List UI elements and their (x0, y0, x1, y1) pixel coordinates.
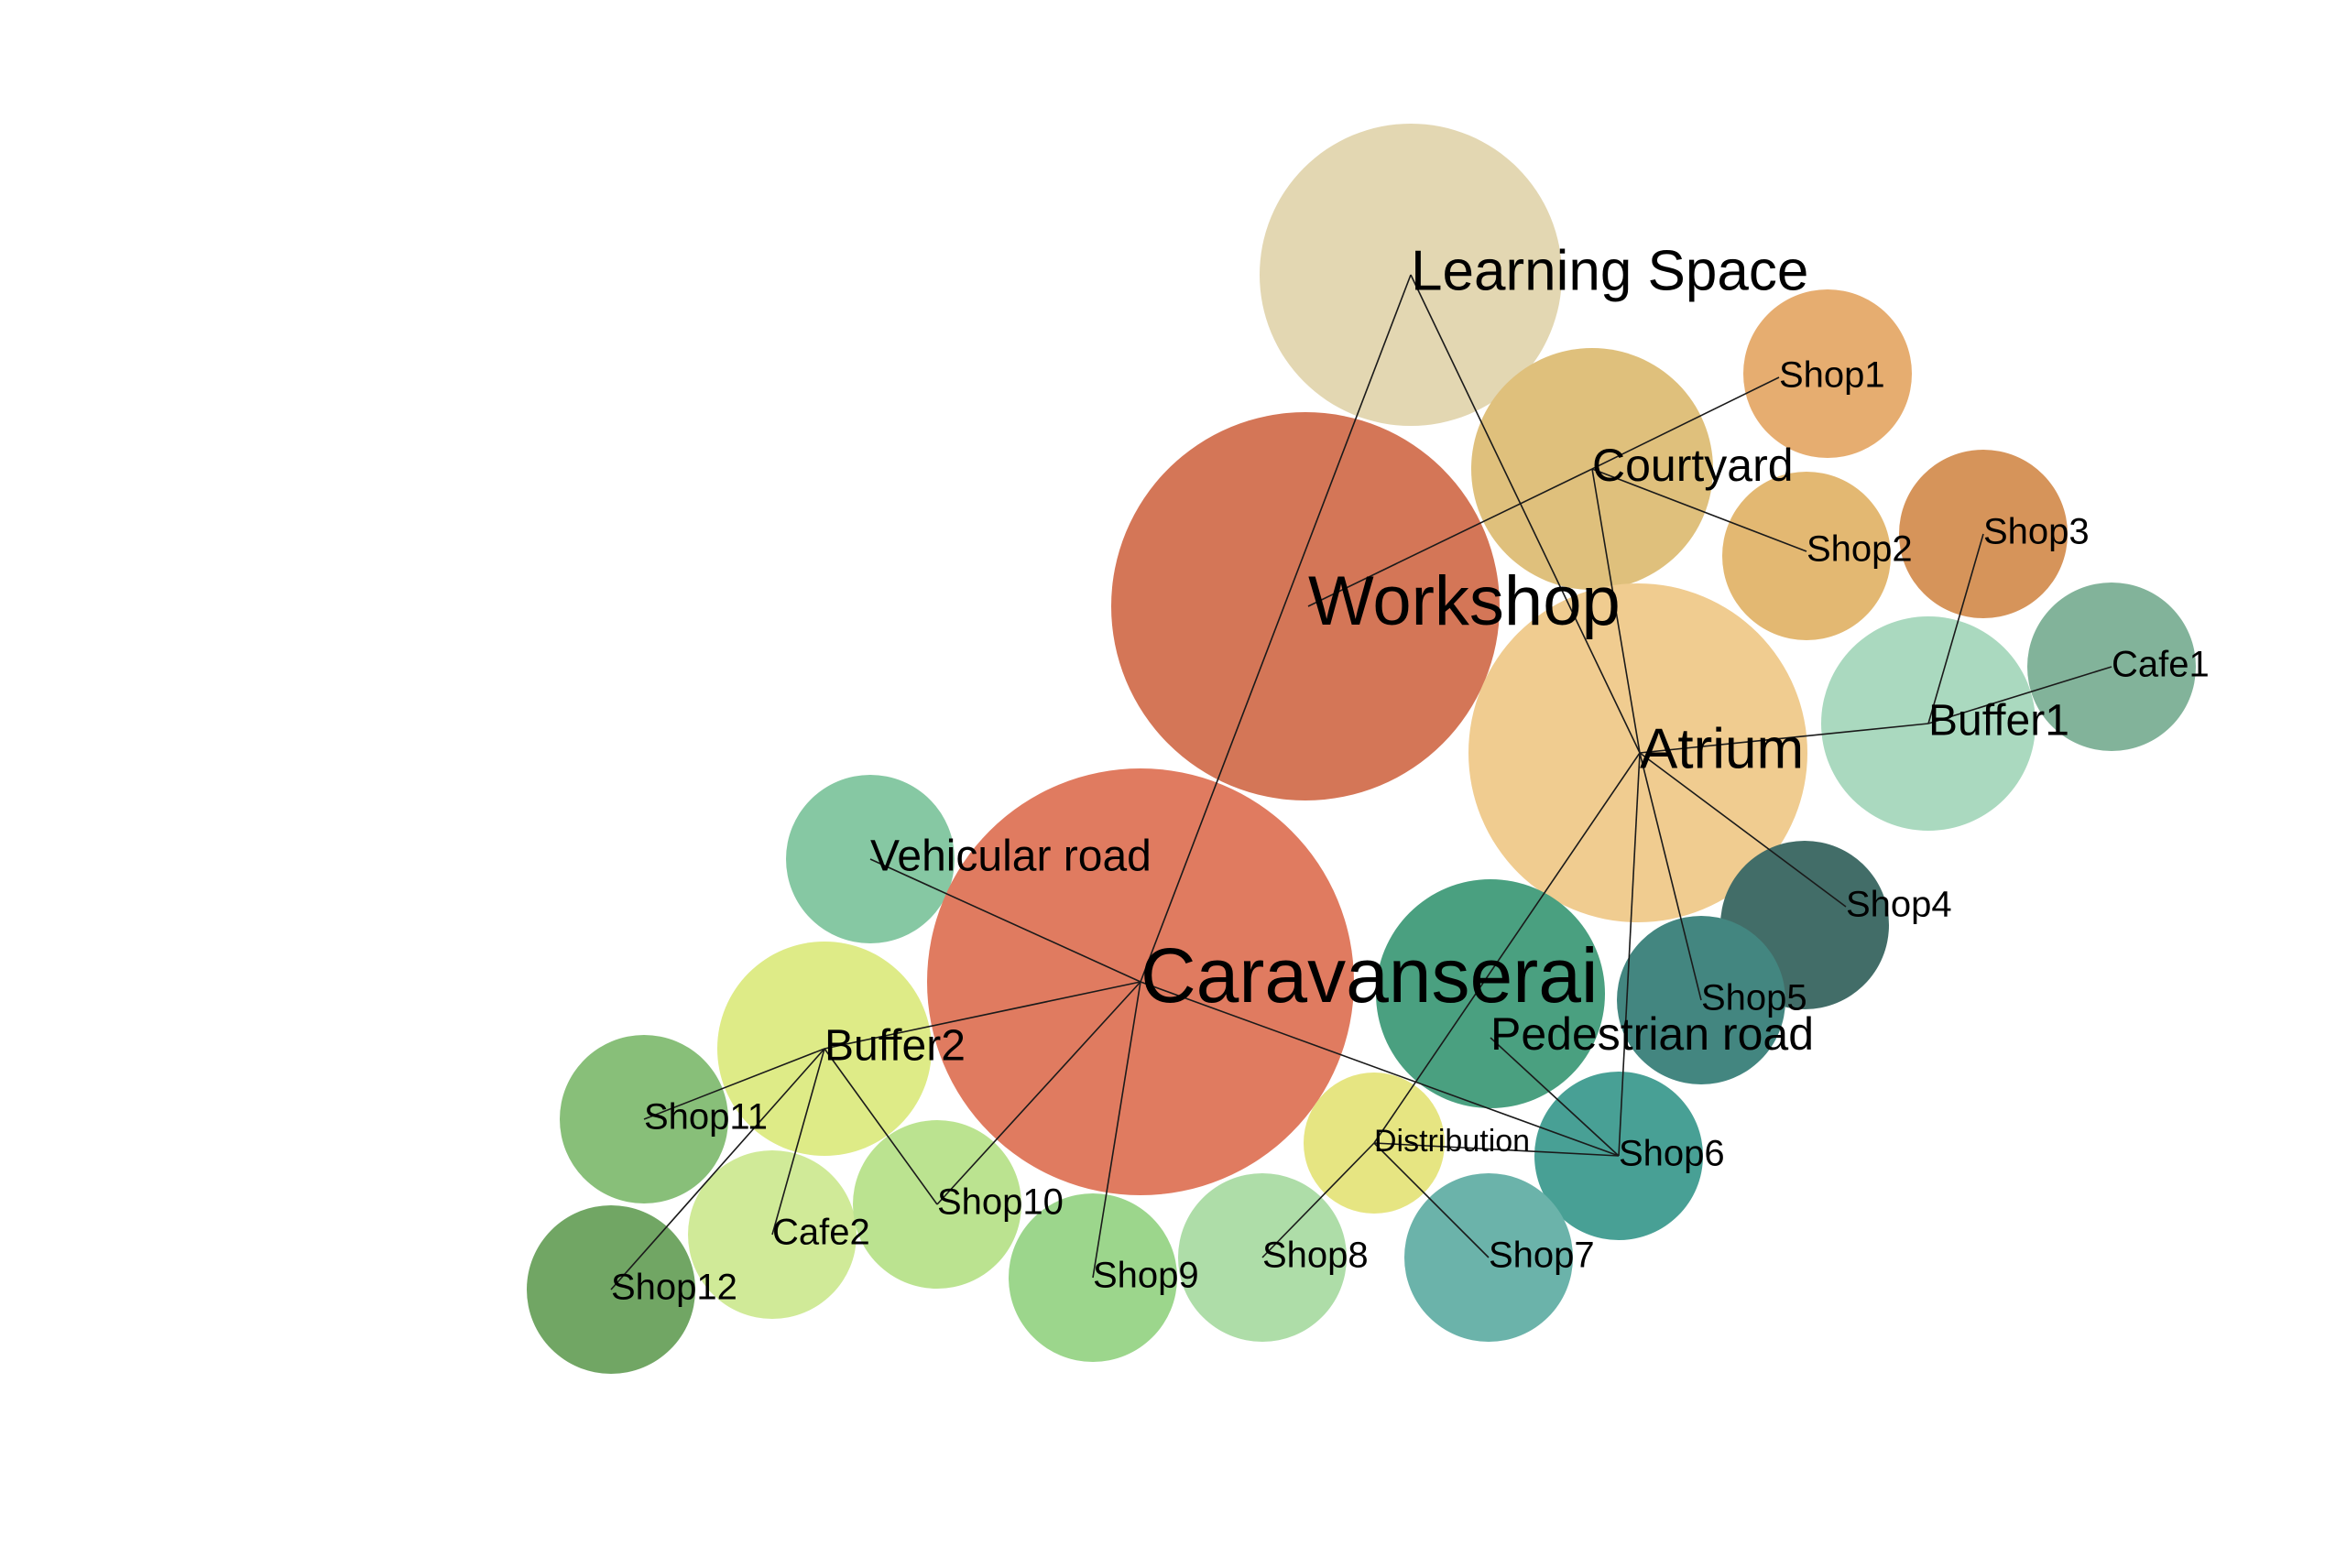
edge-learning-space-to-atrium (1410, 274, 1641, 754)
node-label-vehicular-road: Vehicular road (870, 833, 1152, 881)
node-label-shop6: Shop6 (1619, 1134, 1725, 1174)
edge-courtyard-to-atrium (1591, 468, 1641, 754)
node-circle-workshop[interactable] (1111, 412, 1500, 800)
connection-lines (610, 274, 2112, 1290)
edge-caravanserai-to-buffer2 (824, 981, 1141, 1050)
node-label-shop9: Shop9 (1093, 1256, 1199, 1296)
edge-buffer2-to-shop10 (824, 1048, 938, 1205)
node-circle-shop1[interactable] (1743, 289, 1912, 458)
node-label-shop7: Shop7 (1489, 1236, 1595, 1276)
node-label-caravanserai: Caravanserai (1141, 932, 1599, 1018)
node-label-buffer2: Buffer2 (824, 1022, 966, 1071)
node-label-cafe1: Cafe1 (2112, 645, 2210, 685)
node-circle-atrium[interactable] (1468, 583, 1807, 922)
edge-distribution-to-shop7 (1373, 1142, 1490, 1258)
edge-learning-space-to-caravanserai (1140, 274, 1412, 983)
node-circle-shop2[interactable] (1722, 472, 1891, 640)
node-label-pedestrian-road: Pedestrian road (1490, 1008, 1814, 1060)
edge-caravanserai-to-shop10 (936, 981, 1141, 1205)
edge-buffer2-to-cafe2 (771, 1048, 825, 1236)
node-label-courtyard: Courtyard (1592, 440, 1794, 491)
edge-atrium-to-shop5 (1639, 752, 1702, 1001)
node-circle-pedestrian-road[interactable] (1376, 879, 1605, 1108)
node-label-shop4: Shop4 (1846, 885, 1952, 925)
node-label-distribution: Distribution (1374, 1124, 1530, 1159)
node-label-buffer1: Buffer1 (1928, 697, 2069, 746)
edge-caravanserai-to-shop6 (1140, 981, 1620, 1157)
edge-courtyard-to-shop1 (1591, 376, 1780, 470)
node-label-shop3: Shop3 (1983, 512, 2090, 552)
edge-distribution-to-shop6 (1373, 1142, 1620, 1157)
edge-buffer2-to-shop11 (643, 1048, 825, 1120)
node-label-cafe2: Cafe2 (772, 1213, 870, 1253)
node-label-atrium: Atrium (1640, 717, 1804, 780)
node-label-shop1: Shop1 (1779, 355, 1885, 396)
node-labels: Learning Space Shop1 Courtyard Shop2 Shop3 Wo… (611, 239, 2210, 1307)
node-label-shop11: Shop11 (644, 1097, 768, 1138)
edge-courtyard-to-shop2 (1591, 468, 1807, 552)
node-label-shop5: Shop5 (1701, 978, 1807, 1018)
node-label-workshop: Workshop (1308, 562, 1621, 640)
edge-courtyard-to-workshop (1307, 468, 1593, 607)
edge-buffer2-to-shop12 (610, 1048, 825, 1290)
edge-atrium-to-distribution (1373, 752, 1641, 1144)
edge-buffer1-to-shop3 (1927, 533, 1984, 724)
edge-distribution-to-shop8 (1261, 1142, 1375, 1258)
node-label-learning-space: Learning Space (1411, 239, 1808, 302)
edge-buffer1-to-cafe1 (1927, 666, 2112, 724)
node-label-shop2: Shop2 (1807, 529, 1913, 570)
edge-atrium-to-shop4 (1639, 752, 1847, 908)
node-label-shop10: Shop10 (937, 1182, 1064, 1223)
edge-caravanserai-to-shop9 (1092, 981, 1141, 1279)
edge-caravanserai-to-vehicular-road (869, 858, 1141, 983)
edge-atrium-to-shop6 (1618, 752, 1641, 1157)
edge-atrium-to-buffer1 (1639, 723, 1929, 754)
node-label-shop12: Shop12 (611, 1268, 737, 1308)
node-circles (527, 124, 2196, 1374)
edge-pedestrian-road-to-shop6 (1490, 1037, 1620, 1157)
node-label-shop8: Shop8 (1262, 1236, 1369, 1276)
